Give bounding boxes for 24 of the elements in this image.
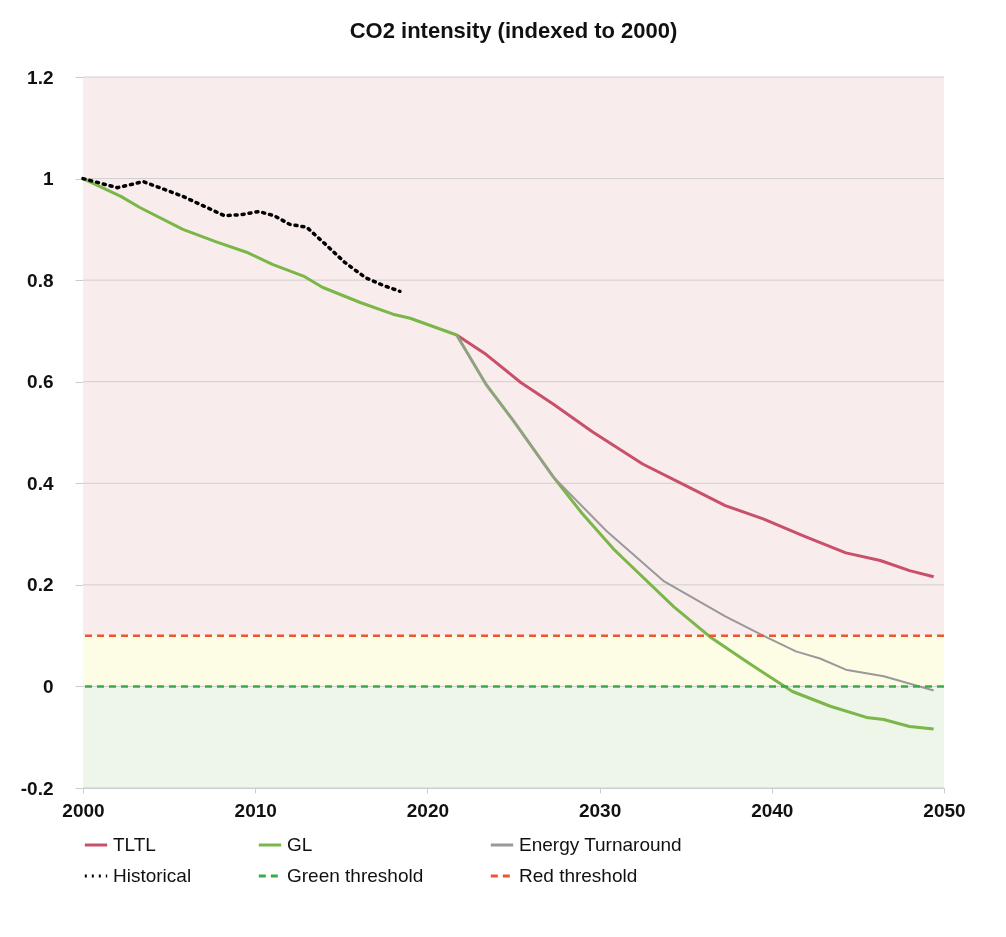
y-tick-label: 0.8 <box>27 269 54 291</box>
x-tick-label: 2030 <box>578 799 622 821</box>
x-tick-label: 2020 <box>406 799 450 821</box>
y-tick-label: 1 <box>42 168 54 190</box>
x-tick-label: 2010 <box>234 799 277 821</box>
line-series <box>455 333 936 579</box>
legend-label: Green threshold <box>287 865 424 886</box>
y-tick-label: -0.2 <box>20 777 54 799</box>
y-tick-label: 0.4 <box>27 472 54 494</box>
x-tick-label: 2050 <box>923 799 966 821</box>
y-tick-label: 1.2 <box>27 66 54 88</box>
line-series <box>81 176 402 294</box>
chart-title: CO2 intensity (indexed to 2000) <box>349 18 678 43</box>
legend-label: Red threshold <box>519 865 638 886</box>
legend-label: TLTL <box>113 834 156 855</box>
y-tick-label: 0.2 <box>27 574 54 596</box>
legend-label: Energy Turnaround <box>519 834 682 855</box>
x-tick-label: 2040 <box>751 799 794 821</box>
line-series <box>455 333 935 692</box>
y-tick-label: 0 <box>42 675 54 697</box>
x-tick-label: 2000 <box>62 799 105 821</box>
legend-label: Historical <box>113 865 192 886</box>
legend-label: GL <box>287 834 313 855</box>
y-tick-label: 0.6 <box>27 371 54 393</box>
